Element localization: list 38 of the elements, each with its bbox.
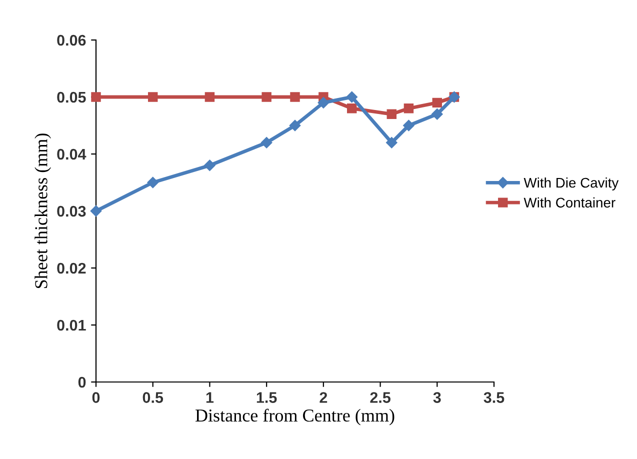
point <box>403 120 414 132</box>
point <box>90 205 102 217</box>
y-axis-title: Sheet thickness (mm) <box>34 134 51 288</box>
point <box>432 98 442 108</box>
point <box>386 109 397 119</box>
point <box>148 92 158 102</box>
x-tick-label: 2.5 <box>370 392 390 403</box>
y-tick-label: 0.06 <box>57 34 86 46</box>
x-tick-label: 3.5 <box>484 392 504 403</box>
point <box>262 92 272 102</box>
point <box>204 92 215 102</box>
x-tick-label: 2 <box>320 392 328 403</box>
point <box>432 108 443 120</box>
point <box>91 92 101 102</box>
y-tick-label: 0.01 <box>57 320 86 331</box>
y-tick-label: 0.05 <box>57 92 86 103</box>
point <box>204 160 216 172</box>
point <box>289 120 301 132</box>
x-tick-label: 3 <box>433 392 441 403</box>
legend-label: With Die Cavity <box>524 177 619 190</box>
point <box>147 176 158 188</box>
point <box>260 136 272 148</box>
point <box>346 91 358 103</box>
point <box>290 92 300 102</box>
y-tick-label: 0.04 <box>57 148 86 160</box>
x-tick-label: 1 <box>206 392 214 403</box>
y-tick-label: 0.02 <box>57 262 86 274</box>
x-axis-title: Distance from Centre (mm) <box>195 408 394 426</box>
point <box>346 104 357 114</box>
y-tick-label: 0.03 <box>57 206 86 217</box>
x-tick-label: 0.5 <box>142 392 164 403</box>
legend-label: With Container <box>524 197 616 208</box>
x-tick-label: 0 <box>92 392 100 403</box>
x-tick-label: 1.5 <box>256 392 277 403</box>
point <box>318 97 330 108</box>
point <box>404 104 414 114</box>
point <box>386 136 398 148</box>
y-tick-label: 0 <box>78 376 86 388</box>
